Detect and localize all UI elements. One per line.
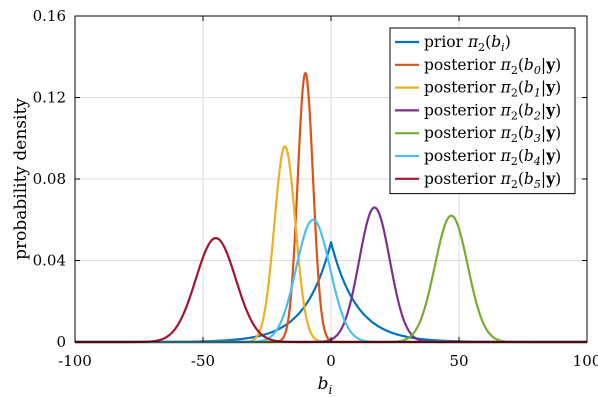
x-tick-label: -100 [58, 352, 92, 370]
y-axis-label: probability density [11, 98, 31, 260]
legend-entry: prior π2(bi) [424, 33, 511, 54]
y-tick-label: 0.04 [33, 252, 66, 270]
legend-entry: posterior π2(b3|y) [424, 123, 561, 145]
x-axis-label: bi [318, 374, 333, 397]
axis-ticks [74, 15, 588, 343]
legend-entry: posterior π2(b5|y) [424, 169, 561, 191]
legend-entry: posterior π2(b0|y) [424, 55, 561, 77]
x-tick-label: -50 [191, 352, 215, 370]
legend-entry: posterior π2(b2|y) [424, 100, 561, 122]
legend-box [389, 27, 576, 195]
x-tick-label: 50 [449, 352, 468, 370]
y-tick-label: 0.12 [33, 89, 66, 107]
y-tick-label: 0.08 [33, 170, 66, 188]
x-tick-labels: -100 -50 0 50 100 [58, 352, 598, 370]
y-tick-label: 0.16 [33, 7, 66, 25]
x-tick-label: 0 [326, 352, 336, 370]
x-tick-label: 100 [573, 352, 598, 370]
legend: prior π2(bi)posterior π2(b0|y)posterior … [389, 27, 576, 195]
legend-entry: posterior π2(b4|y) [424, 146, 561, 168]
y-tick-labels: 0 0.04 0.08 0.12 0.16 [33, 7, 66, 351]
y-tick-label: 0 [56, 333, 66, 351]
legend-entry: posterior π2(b1|y) [424, 78, 561, 100]
